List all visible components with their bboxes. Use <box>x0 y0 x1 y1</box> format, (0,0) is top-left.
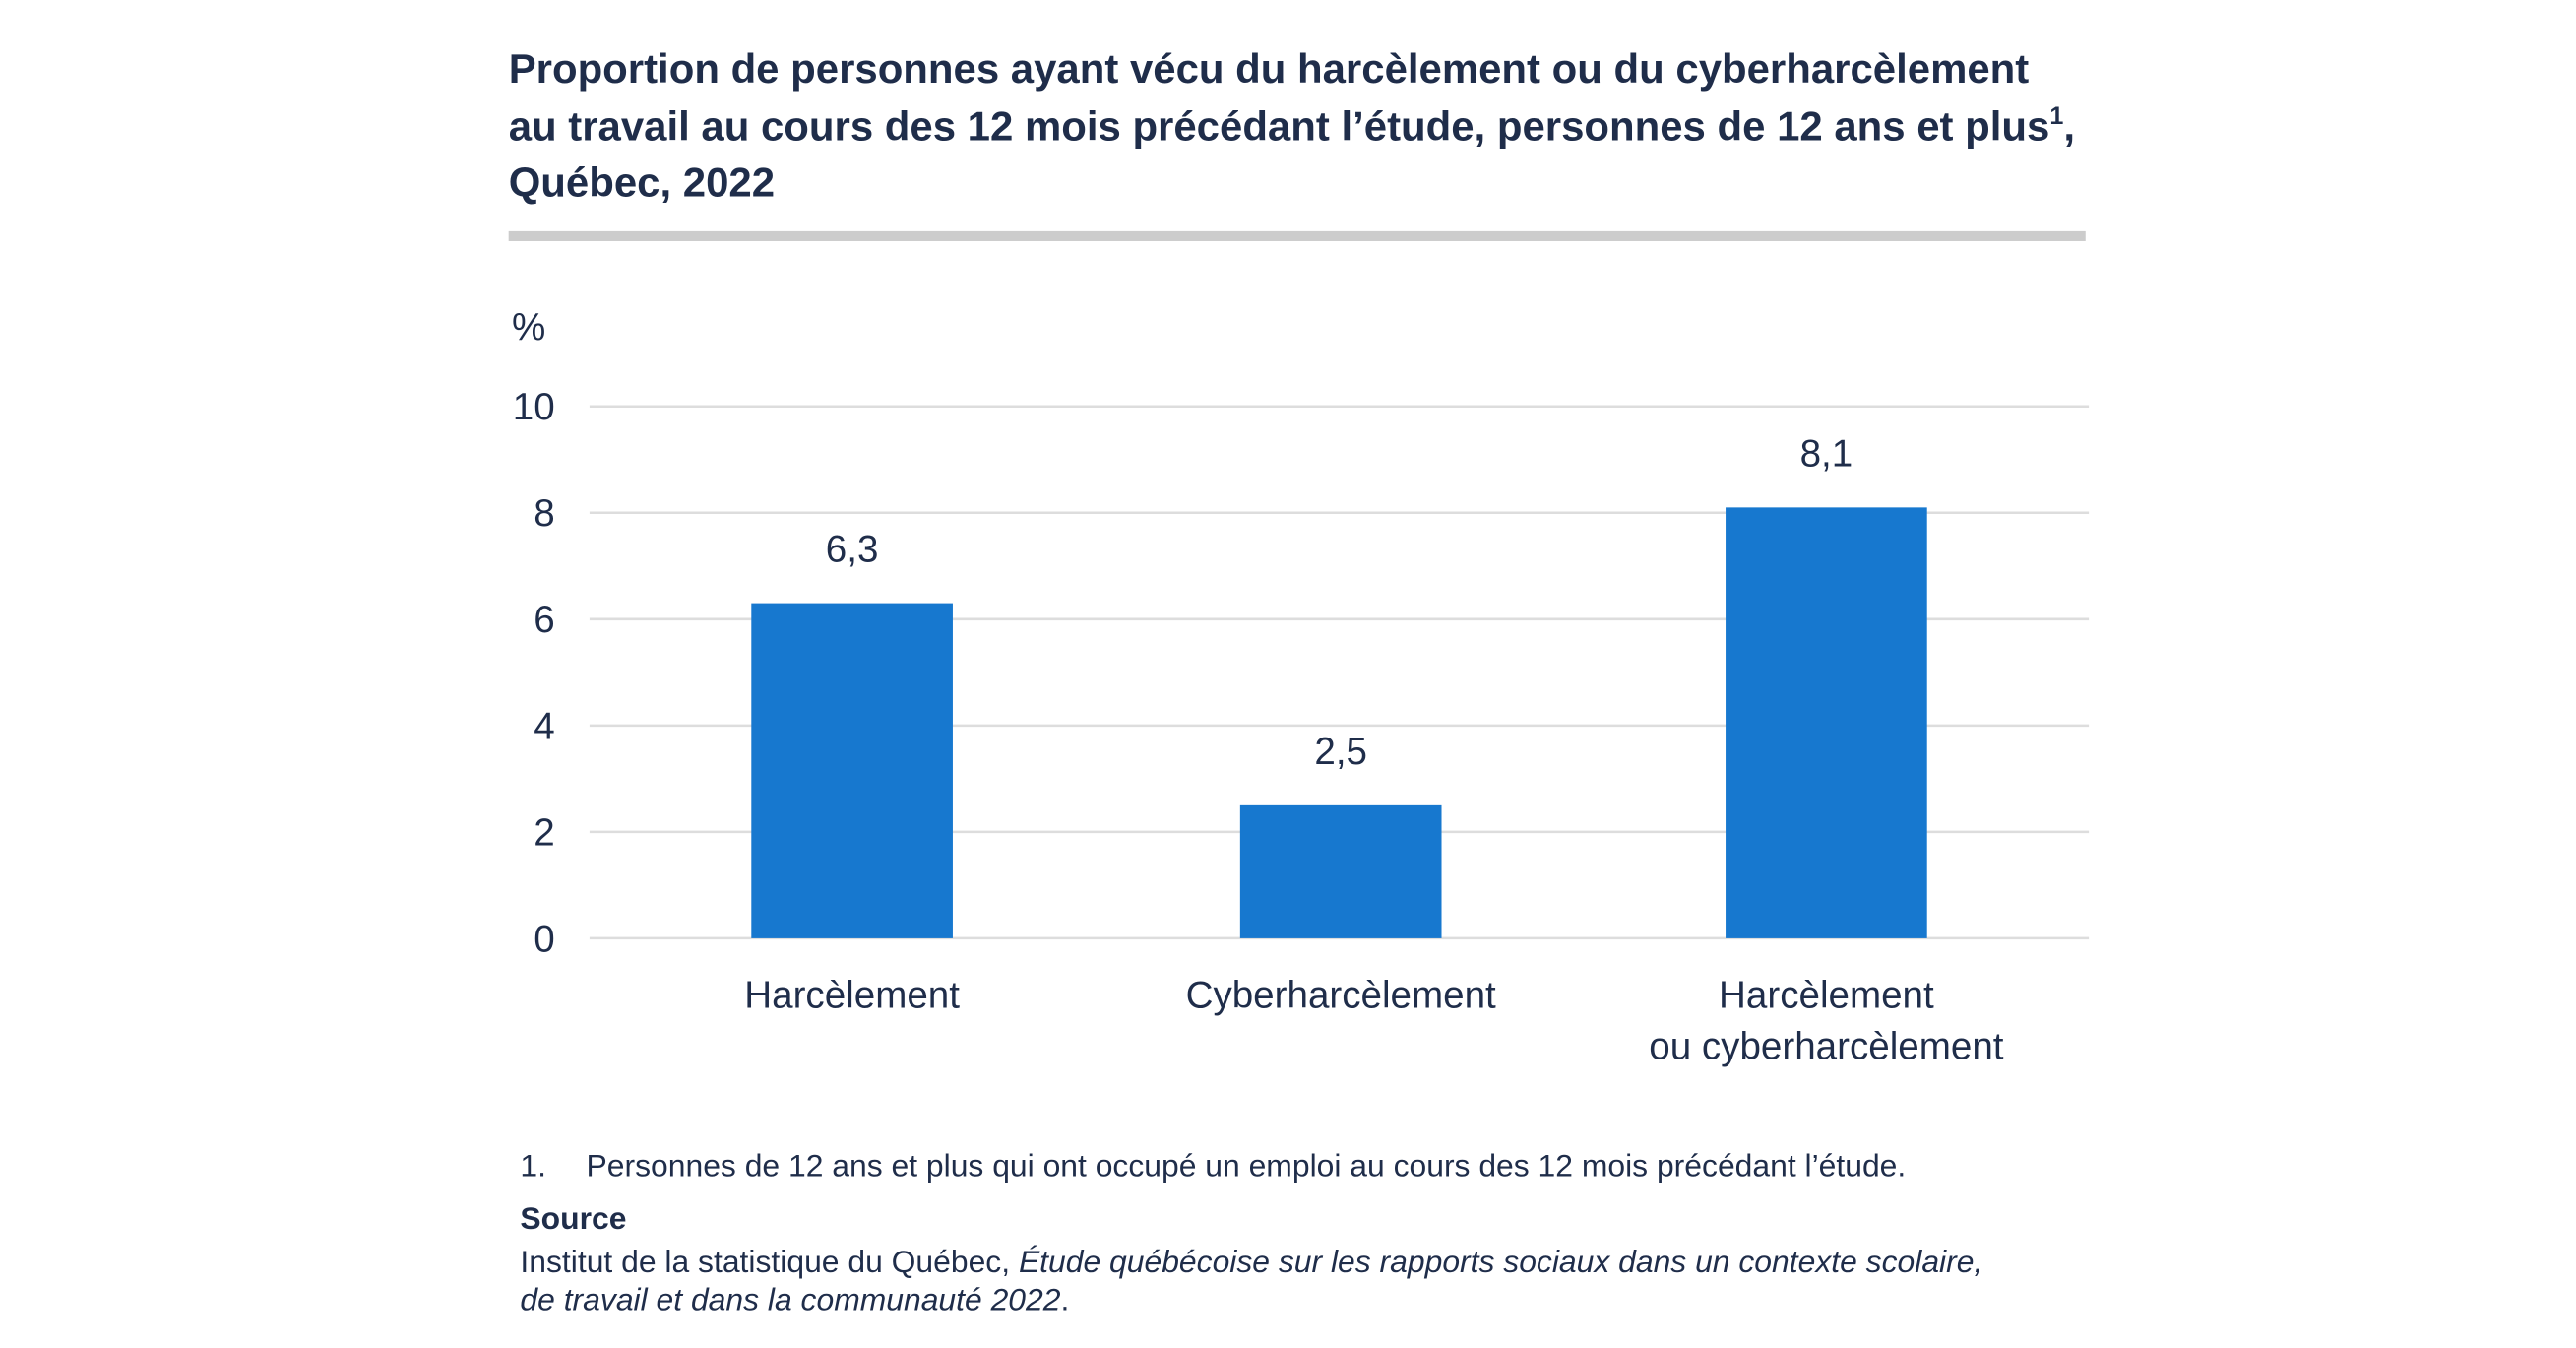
value-label: 6,3 <box>826 529 879 571</box>
y-tick-label: 4 <box>534 705 554 747</box>
bar <box>1239 804 1442 938</box>
chart-title: Québec, 2022 <box>509 160 775 206</box>
x-tick-label: Harcèlement <box>1719 974 1934 1016</box>
value-label: 2,5 <box>1314 731 1367 773</box>
source: de travail et dans la communauté 2022. <box>520 1281 1069 1316</box>
source-title: de travail et dans la communauté 2022 <box>520 1281 1060 1316</box>
y-tick-label: 2 <box>534 811 554 854</box>
chart-title: Proportion de personnes ayant vécu du ha… <box>509 45 2030 92</box>
source-text: Institut de la statistique du Québec, <box>520 1244 1019 1279</box>
value-label: 8,1 <box>1800 432 1853 475</box>
footnote: Personnes de 12 ans et plus qui ont occu… <box>587 1147 1907 1183</box>
chart-title: au travail au cours des 12 mois précédan… <box>509 102 2075 150</box>
y-tick-label: 8 <box>534 492 554 535</box>
y-tick-label: 0 <box>534 918 554 960</box>
chart-title: au travail au cours des 12 mois précédan… <box>509 103 2050 150</box>
y-tick-label: 6 <box>534 599 554 641</box>
bar <box>1726 507 1927 938</box>
footnote-ref: 1 <box>2049 102 2063 130</box>
source-title: Étude québécoise sur les rapports sociau… <box>1019 1244 1982 1279</box>
source: Institut de la statistique du Québec, Ét… <box>520 1244 1982 1279</box>
bar <box>751 603 953 938</box>
chart-title: , <box>2063 103 2075 150</box>
x-tick-label: ou cyberharcèlement <box>1649 1025 2004 1067</box>
y-tick-label: 10 <box>513 386 555 428</box>
x-tick-label: Harcèlement <box>744 974 960 1016</box>
x-tick-label: Cyberharcèlement <box>1186 974 1496 1016</box>
title-rule <box>508 230 2086 241</box>
source-text: . <box>1060 1281 1069 1316</box>
source-heading: Source <box>520 1200 626 1236</box>
y-axis-label: % <box>512 307 545 350</box>
footnote-number: 1. <box>520 1147 546 1183</box>
